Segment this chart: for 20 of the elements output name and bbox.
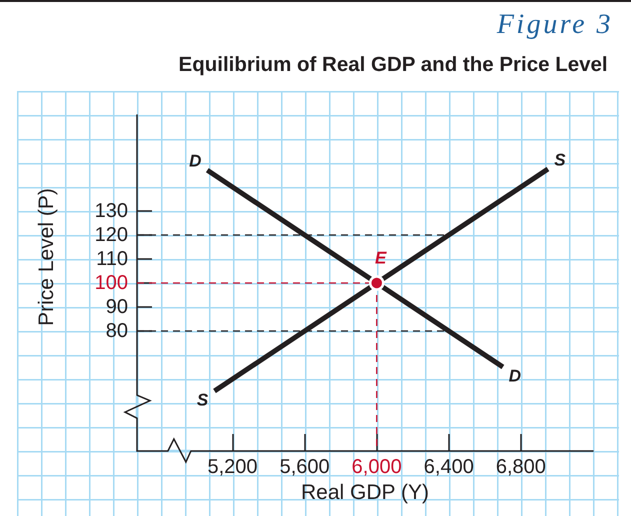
x-tick-label: 6,000 — [352, 456, 402, 478]
series-label: D — [189, 152, 202, 171]
y-axis-title: Price Level (P) — [35, 188, 58, 326]
y-tick-label: 120 — [94, 224, 128, 246]
x-tick-label: 5,600 — [280, 456, 330, 478]
y-tick-label: 90 — [106, 296, 128, 318]
text: S — [554, 150, 566, 170]
x-tick-label: 6,800 — [496, 456, 546, 478]
y-tick-label: 80 — [106, 320, 128, 342]
text: D — [508, 366, 522, 386]
series-label: S — [196, 390, 209, 410]
series-label: E — [375, 248, 388, 268]
x-axis-title: Real GDP (Y) — [301, 480, 429, 504]
x-tick-label: 5,200 — [207, 456, 258, 478]
y-tick-label: 100 — [94, 272, 128, 294]
y-tick-label: 130 — [94, 200, 128, 222]
chart-title: Equilibrium of Real GDP and the Price Level — [178, 53, 608, 76]
x-tick-label: 6,400 — [424, 456, 474, 478]
caption: Figure 3 — [496, 9, 613, 40]
y-tick-label: 110 — [96, 248, 128, 270]
